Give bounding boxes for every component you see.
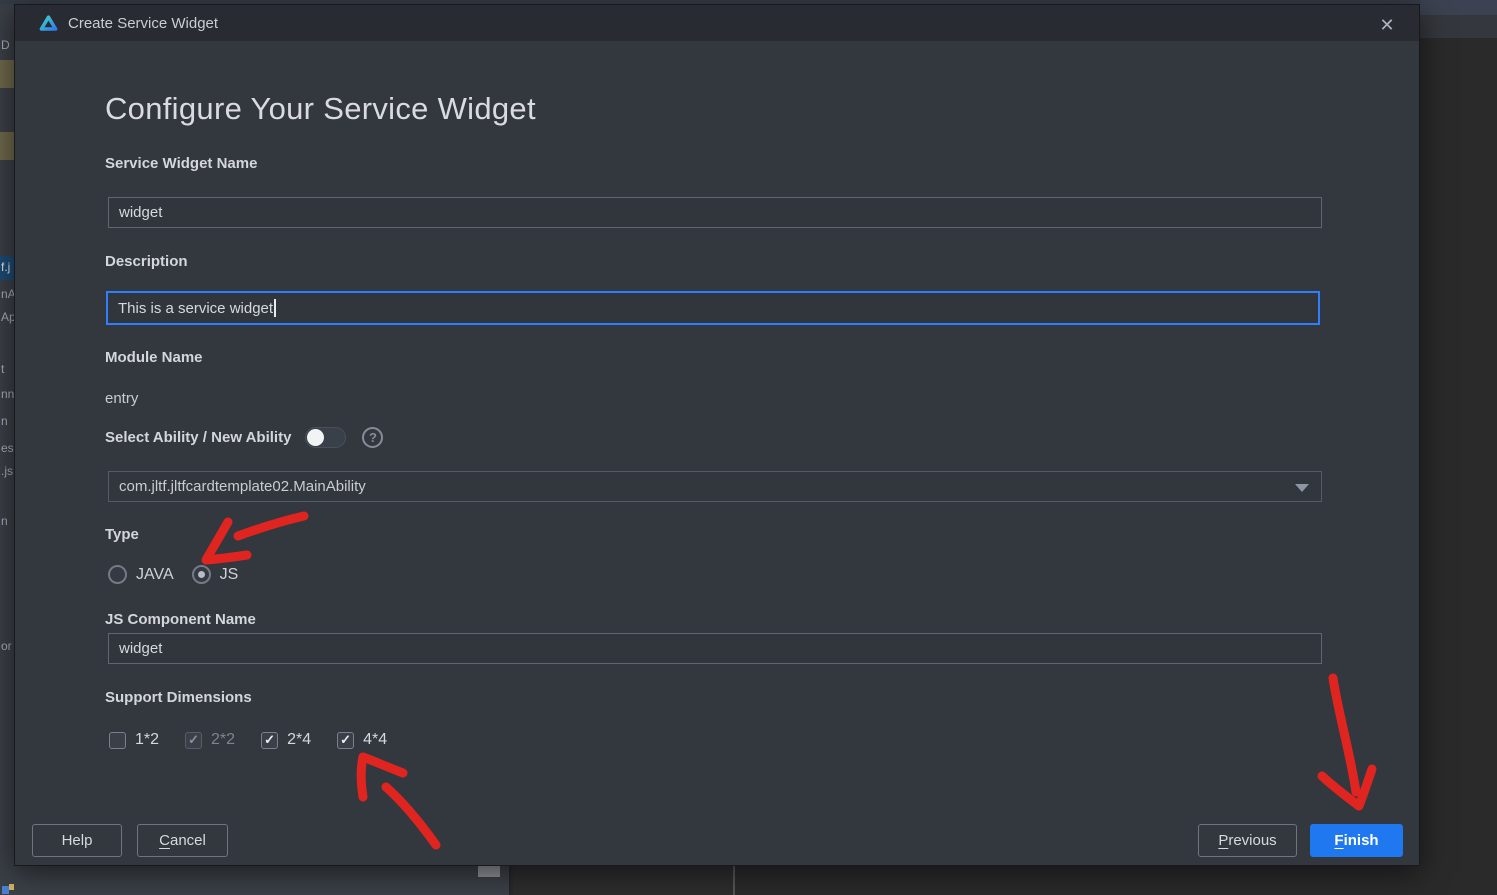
page-title: Configure Your Service Widget xyxy=(105,91,536,126)
service-widget-name-label: Service Widget Name xyxy=(105,155,258,172)
tree-selected-row: f.j xyxy=(0,256,14,280)
tree-item-fragment: n xyxy=(1,514,8,528)
checkbox-1x2[interactable]: ✓ 1*2 xyxy=(109,731,159,749)
tree-item-fragment: f.j xyxy=(1,260,11,274)
description-label: Description xyxy=(105,253,188,270)
text-caret xyxy=(274,299,276,317)
checkbox-icon: ✓ xyxy=(261,731,279,749)
tree-item-fragment: es xyxy=(1,441,14,455)
folder-icon xyxy=(0,132,14,160)
description-input[interactable]: This is a service widget xyxy=(106,291,1320,325)
select-ability-label: Select Ability / New Ability xyxy=(105,429,292,446)
tree-item-fragment: nA xyxy=(1,287,14,301)
checkbox-icon: ✓ xyxy=(337,731,355,749)
radio-icon xyxy=(191,565,211,584)
type-radio-group: JAVA JS xyxy=(108,565,238,584)
ide-project-tree-sliver: D f.j nA Ap t nn n es .js n or xyxy=(0,4,14,866)
checkbox-2x2: ✓ 2*2 xyxy=(185,731,235,749)
chevron-down-icon xyxy=(1295,484,1309,492)
js-component-name-value: widget xyxy=(119,640,163,657)
support-dimensions-group: ✓ 1*2 ✓ 2*2 ✓ 2*4 ✓ 4*4 xyxy=(109,731,387,749)
module-name-label: Module Name xyxy=(105,349,203,366)
help-button[interactable]: Help xyxy=(32,824,122,857)
radio-java-label: JAVA xyxy=(136,565,174,583)
radio-js-label: JS xyxy=(219,565,239,583)
support-dimensions-label: Support Dimensions xyxy=(105,689,252,706)
ability-selected-value: com.jltf.jltfcardtemplate02.MainAbility xyxy=(119,478,366,495)
js-component-name-input[interactable]: widget xyxy=(108,633,1322,664)
tree-item-fragment: or xyxy=(1,639,12,653)
deveco-logo-icon xyxy=(39,14,58,31)
radio-js[interactable]: JS xyxy=(191,565,239,584)
checkbox-4x4[interactable]: ✓ 4*4 xyxy=(337,731,387,749)
tree-item-fragment: D xyxy=(1,38,10,52)
tree-item-fragment: Ap xyxy=(1,310,14,324)
dialog-titlebar: Create Service Widget ✕ xyxy=(15,5,1419,41)
file-icon xyxy=(2,884,14,894)
ability-select-dropdown[interactable]: com.jltf.jltfcardtemplate02.MainAbility xyxy=(108,471,1322,502)
checkbox-2x4[interactable]: ✓ 2*4 xyxy=(261,731,311,749)
finish-button[interactable]: Finish xyxy=(1310,824,1403,857)
module-name-value: entry xyxy=(105,390,139,407)
folder-icon xyxy=(0,60,14,88)
description-value: This is a service widget xyxy=(118,299,274,317)
tree-item-fragment: nn xyxy=(1,387,14,401)
checkbox-icon: ✓ xyxy=(185,731,203,749)
checkbox-icon: ✓ xyxy=(109,731,126,749)
radio-java[interactable]: JAVA xyxy=(108,565,174,584)
dialog-title: Create Service Widget xyxy=(68,14,219,32)
service-widget-name-value: widget xyxy=(119,204,163,221)
ide-right-titlebar xyxy=(1420,0,1497,15)
service-widget-name-input[interactable]: widget xyxy=(108,197,1322,228)
help-question-icon[interactable]: ? xyxy=(362,427,384,448)
previous-button[interactable]: Previous xyxy=(1198,824,1297,857)
tree-item-fragment: .js xyxy=(1,464,13,478)
ide-bottom-mid-panel xyxy=(513,866,733,895)
create-service-widget-dialog: Create Service Widget ✕ Configure Your S… xyxy=(14,4,1420,866)
radio-icon xyxy=(108,565,127,584)
close-icon[interactable]: ✕ xyxy=(1379,14,1395,35)
toggle-knob xyxy=(307,429,325,446)
scrollbar-thumb[interactable] xyxy=(478,866,500,877)
type-label: Type xyxy=(105,526,139,543)
tree-item-fragment: t xyxy=(1,362,5,376)
select-ability-row: Select Ability / New Ability ? xyxy=(105,427,384,448)
ide-bottom-left-panel xyxy=(0,866,511,895)
js-component-name-label: JS Component Name xyxy=(105,611,256,628)
ide-right-toolbar xyxy=(1420,15,1497,38)
ability-toggle-switch[interactable] xyxy=(305,427,347,448)
panel-divider xyxy=(733,866,735,895)
tree-item-fragment: n xyxy=(1,414,8,428)
ide-bottom-panel xyxy=(0,866,1497,895)
cancel-button[interactable]: Cancel xyxy=(137,824,228,857)
ide-top-sliver xyxy=(0,0,1420,4)
